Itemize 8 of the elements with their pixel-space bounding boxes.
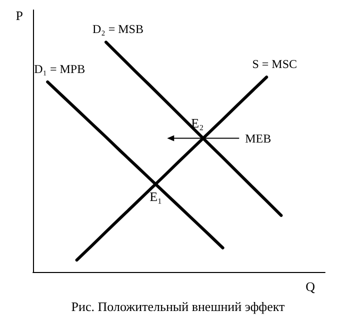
series-label: D₁ = MPB bbox=[34, 62, 86, 76]
series-label: S = MSC bbox=[252, 57, 297, 72]
y-axis-title: P bbox=[16, 8, 23, 23]
text: Рис. Положительный внешний эффект bbox=[71, 299, 286, 314]
series-label: D₂ = MSB bbox=[92, 22, 144, 36]
annotation: MEB bbox=[245, 131, 272, 146]
annotation: E₁ bbox=[150, 189, 162, 204]
x-axis-title: Q bbox=[306, 279, 316, 294]
